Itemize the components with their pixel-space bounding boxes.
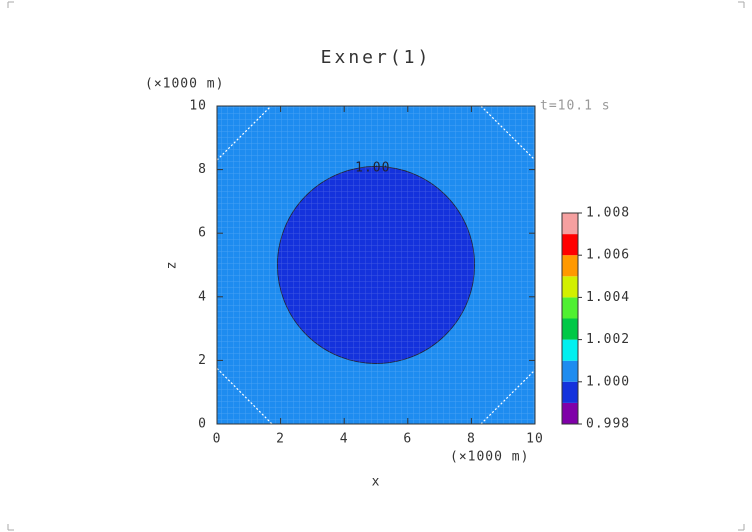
x-tick-label: 8 (467, 432, 476, 447)
y-tick-label: 0 (198, 417, 207, 432)
chart-title: Exner(1) (321, 47, 432, 68)
y-tick-label: 6 (198, 226, 207, 241)
colorbar-swatch (562, 255, 578, 277)
plot-frame (216, 105, 536, 425)
colorbar-tick-label: 1.002 (586, 332, 630, 347)
y-tick-label: 4 (198, 289, 207, 304)
colorbar-swatch (562, 339, 578, 361)
colorbar-swatch (562, 213, 578, 235)
colorbar-tick-label: 1.000 (586, 374, 630, 389)
mesh (217, 106, 535, 424)
y-axis-label: z (165, 261, 180, 270)
colorbar-tick-label: 1.006 (586, 248, 630, 263)
colorbar-frame (561, 212, 579, 425)
x-unit: (×1000 m) (450, 450, 529, 465)
colorbar-tick-label: 1.008 (586, 206, 630, 221)
y-tick-label: 10 (189, 99, 207, 114)
x-axis-label: x (372, 475, 381, 490)
contour-label: 1.00 (355, 161, 390, 176)
colorbar-swatch (562, 360, 578, 382)
x-tick-label: 0 (213, 432, 222, 447)
colorbar-swatch (562, 318, 578, 340)
colorbar-swatch (562, 234, 578, 256)
colorbar-swatch (562, 297, 578, 319)
colorbar-swatch (562, 381, 578, 403)
colorbar-tick-label: 0.998 (586, 417, 630, 432)
y-tick-label: 2 (198, 353, 207, 368)
time-label: t=10.1 s (540, 99, 611, 114)
dashed-contour (216, 367, 273, 425)
crop-marks (7, 1, 745, 531)
dashed-contour (480, 105, 536, 161)
x-tick-label: 6 (403, 432, 412, 447)
dashed-contour (216, 105, 272, 161)
x-tick-label: 10 (526, 432, 544, 447)
colorbar-swatch (562, 276, 578, 298)
y-tick-label: 8 (198, 162, 207, 177)
colorbar-tick-label: 1.004 (586, 290, 630, 305)
y-unit: (×1000 m) (145, 77, 224, 92)
x-tick-label: 2 (276, 432, 285, 447)
dashed-contour (480, 369, 536, 425)
colorbar-swatch (562, 402, 578, 424)
x-tick-label: 4 (340, 432, 349, 447)
